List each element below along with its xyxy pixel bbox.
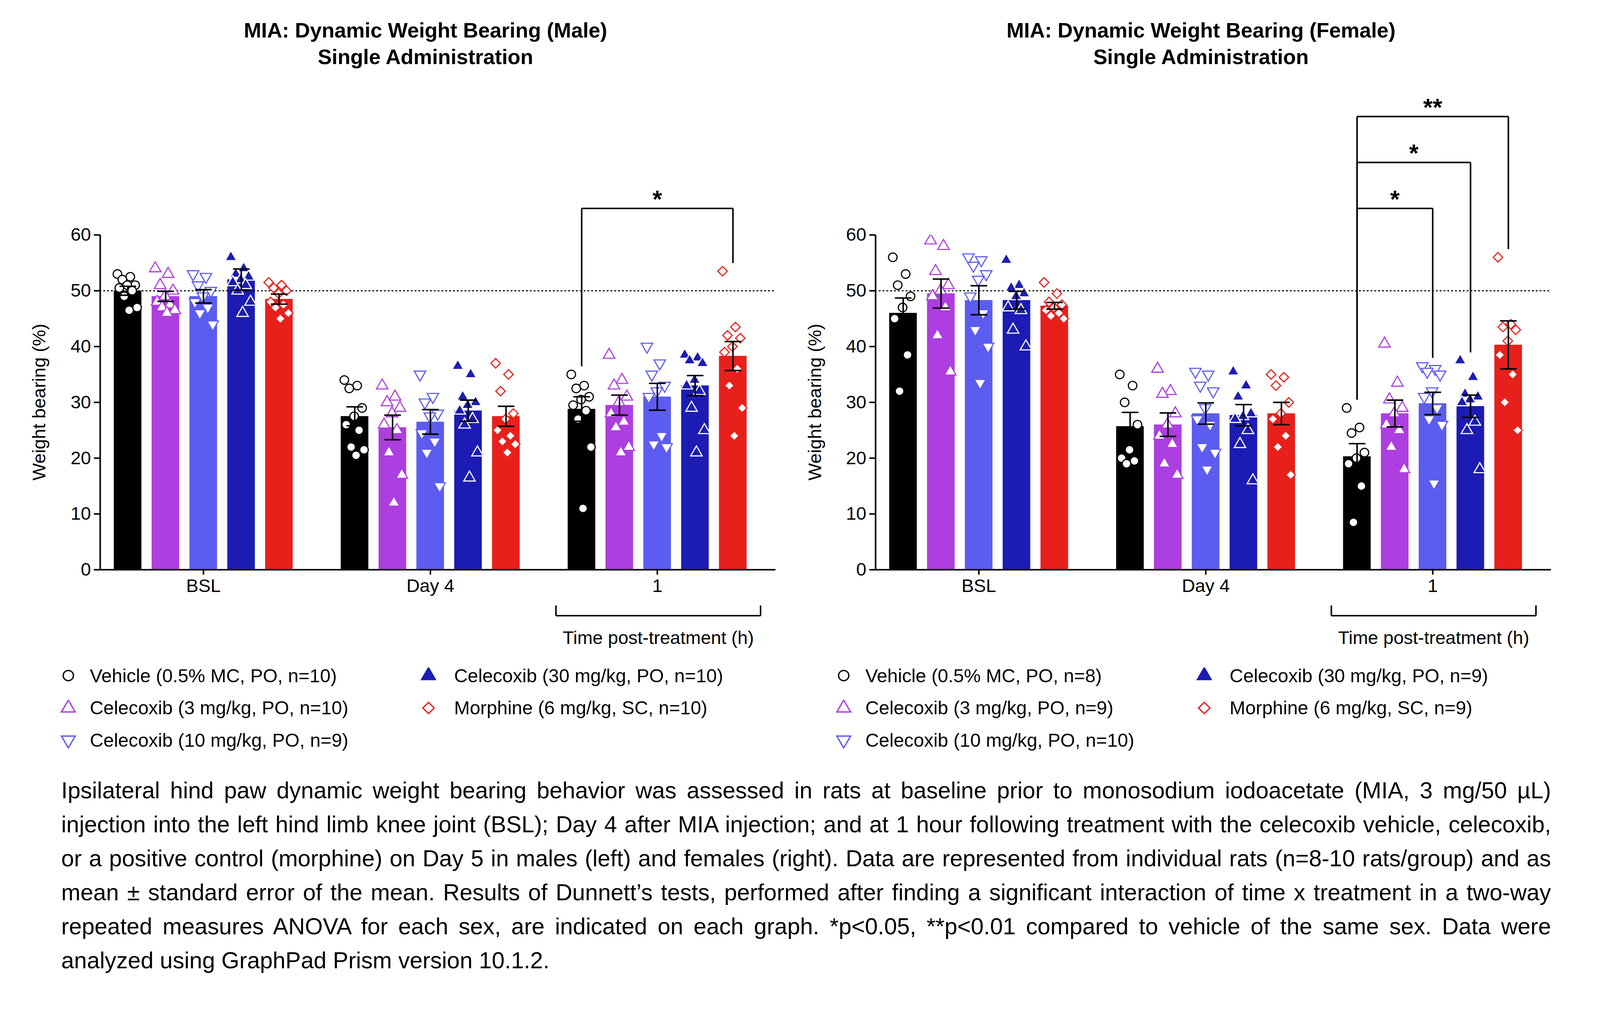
- svg-text:50: 50: [70, 279, 92, 301]
- html-text:Single Administration: Single Administration: [317, 45, 534, 69]
- html-text:MIA: Dynamic Weight Bearing (M: MIA: Dynamic Weight Bearing (Male): [243, 18, 608, 42]
- svg-text:*: *: [1390, 185, 1400, 213]
- svg-text:*: *: [1408, 139, 1419, 167]
- svg-text:40: 40: [846, 335, 867, 357]
- html-text:Vehicle (0.5% MC, PO, n=10): Vehicle (0.5% MC, PO, n=10): [89, 664, 337, 686]
- svg-text:0: 0: [856, 558, 867, 580]
- html-text:Morphine (6 mg/kg, SC, n=10): Morphine (6 mg/kg, SC, n=10): [454, 696, 708, 719]
- svg-text:50: 50: [846, 279, 867, 301]
- svg-text:60: 60: [846, 223, 867, 245]
- svg-text:*: *: [652, 185, 663, 213]
- svg-text:10: 10: [70, 502, 92, 524]
- svg-text:20: 20: [846, 447, 867, 468]
- html-text:Ipsilateral hind paw dynamic w: Ipsilateral hind paw dynamic weight bear…: [61, 777, 1552, 974]
- svg-text:30: 30: [70, 391, 92, 413]
- svg-text:40: 40: [70, 335, 92, 357]
- html-text:Celecoxib (10 mg/kg, PO, n=10): Celecoxib (10 mg/kg, PO, n=10): [865, 729, 1135, 751]
- svg-text:30: 30: [846, 391, 867, 413]
- html-text:Celecoxib (30 mg/kg, PO, n=10): Celecoxib (30 mg/kg, PO, n=10): [454, 664, 724, 686]
- html-text:Vehicle (0.5% MC, PO, n=8): Vehicle (0.5% MC, PO, n=8): [865, 664, 1102, 686]
- svg-text:60: 60: [70, 223, 92, 245]
- html-text:Celecoxib (30 mg/kg, PO, n=9): Celecoxib (30 mg/kg, PO, n=9): [1229, 664, 1489, 686]
- svg-text:BSL: BSL: [961, 575, 997, 596]
- html-text:MIA: Dynamic Weight Bearing (F: MIA: Dynamic Weight Bearing (Female): [1006, 18, 1396, 42]
- svg-text:1: 1: [652, 575, 663, 596]
- svg-text:Time post-treatment (h): Time post-treatment (h): [562, 626, 754, 648]
- svg-text:Time post-treatment (h): Time post-treatment (h): [1338, 626, 1530, 648]
- svg-text:Day 4: Day 4: [406, 575, 455, 596]
- html-text:Celecoxib (3 mg/kg, PO, n=9): Celecoxib (3 mg/kg, PO, n=9): [865, 696, 1114, 719]
- svg-text:10: 10: [846, 502, 867, 524]
- svg-text:0: 0: [80, 558, 92, 580]
- html-text:Celecoxib (3 mg/kg, PO, n=10): Celecoxib (3 mg/kg, PO, n=10): [89, 696, 349, 719]
- svg-text:1: 1: [1427, 575, 1438, 596]
- html-text:Weight bearing (%): Weight bearing (%): [803, 323, 825, 481]
- html-text:Weight bearing (%): Weight bearing (%): [28, 323, 50, 481]
- svg-text:20: 20: [70, 447, 92, 468]
- svg-text:**: **: [1423, 93, 1443, 121]
- svg-text:BSL: BSL: [185, 575, 221, 596]
- html-text:Morphine (6 mg/kg, SC, n=9): Morphine (6 mg/kg, SC, n=9): [1229, 696, 1473, 719]
- html-text:Single Administration: Single Administration: [1093, 45, 1309, 69]
- html-text:Celecoxib (10 mg/kg, PO, n=9): Celecoxib (10 mg/kg, PO, n=9): [89, 729, 349, 751]
- svg-text:Day 4: Day 4: [1182, 575, 1231, 596]
